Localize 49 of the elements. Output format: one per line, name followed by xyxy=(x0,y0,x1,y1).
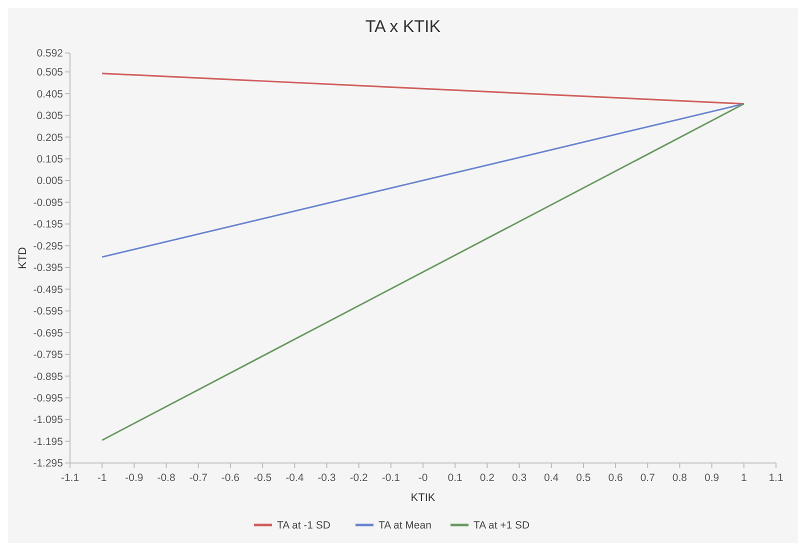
x-tick-label: -0.2 xyxy=(350,472,368,484)
y-tick-label: -0.295 xyxy=(33,240,64,252)
chart-title: TA x KTIK xyxy=(365,17,442,36)
legend-label: TA at +1 SD xyxy=(474,520,530,532)
x-tick-label: 0.3 xyxy=(512,472,527,484)
y-tick-label: -0.095 xyxy=(33,196,64,209)
x-tick-label: 0.1 xyxy=(448,472,463,484)
y-tick-label: -0.895 xyxy=(33,370,64,383)
x-tick-label: -0.5 xyxy=(254,472,272,484)
y-tick-label: -1.195 xyxy=(33,436,64,448)
y-tick-label: -0.995 xyxy=(33,392,64,404)
legend-label: TA at Mean xyxy=(378,520,432,532)
x-tick-label: 0.8 xyxy=(672,472,688,484)
y-tick-label: 0.005 xyxy=(36,175,64,188)
x-tick-label: -0.9 xyxy=(125,472,144,484)
x-tick-label: -0.4 xyxy=(286,472,304,484)
y-tick-label: -1.295 xyxy=(33,458,64,470)
y-tick-label: -0.695 xyxy=(33,327,64,340)
x-tick-label: -0 xyxy=(418,472,428,484)
x-tick-label: 0.5 xyxy=(576,472,591,484)
x-tick-label: -0.1 xyxy=(382,472,400,484)
y-tick-label: 0.105 xyxy=(36,153,64,166)
x-tick-label: 1.1 xyxy=(768,472,784,484)
y-tick-label: -0.395 xyxy=(33,262,64,274)
x-tick-label: 1 xyxy=(740,472,747,484)
x-tick-label: 0.9 xyxy=(704,472,720,484)
x-tick-label: 0.6 xyxy=(608,472,623,484)
x-tick-label: -0.8 xyxy=(157,472,176,484)
y-tick-label: -1.095 xyxy=(33,414,64,426)
x-axis-title: KTIK xyxy=(410,492,436,504)
y-tick-label: 0.205 xyxy=(36,132,64,144)
x-tick-label: -0.7 xyxy=(189,472,208,484)
x-tick-label: 0.2 xyxy=(480,472,495,484)
y-tick-label: 0.592 xyxy=(36,48,64,60)
x-tick-label: -0.3 xyxy=(318,472,336,484)
y-tick-label: -0.195 xyxy=(33,218,64,231)
y-tick-label: 0.405 xyxy=(36,88,64,100)
x-tick-label: -1.1 xyxy=(60,472,80,484)
y-tick-label: 0.305 xyxy=(36,110,64,122)
y-tick-label: 0.505 xyxy=(36,66,64,79)
y-tick-label: -0.795 xyxy=(33,349,64,362)
x-tick-label: -0.6 xyxy=(221,472,240,484)
y-tick-label: -0.495 xyxy=(33,284,64,296)
y-tick-label: -0.595 xyxy=(33,306,64,318)
x-tick-label: 0.4 xyxy=(544,472,559,484)
y-axis-title: KTD xyxy=(17,246,29,269)
x-tick-label: 0.7 xyxy=(640,472,656,484)
x-tick-label: -1 xyxy=(97,472,107,484)
legend-label: TA at -1 SD xyxy=(277,520,331,532)
